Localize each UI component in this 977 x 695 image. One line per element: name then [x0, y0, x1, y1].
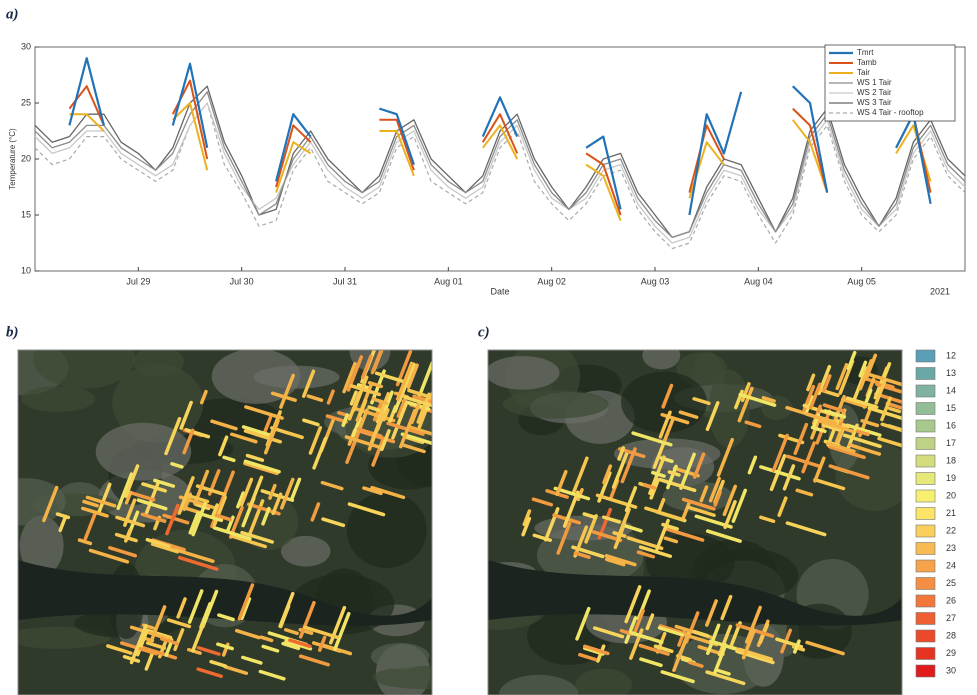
- colorbar-label: 25: [946, 578, 956, 588]
- colorbar-swatch: [916, 578, 935, 590]
- legend-label: Tamb: [857, 58, 877, 67]
- colorbar-label: 26: [946, 595, 956, 605]
- colorbar-label: 30: [946, 665, 956, 675]
- colorbar-label: 23: [946, 543, 956, 553]
- colorbar-label: 14: [946, 385, 956, 395]
- colorbar-swatch: [916, 403, 935, 415]
- y-axis-label: Temperature (°C): [8, 128, 17, 190]
- legend-label: Tair: [857, 68, 870, 77]
- x-tick-label: Aug 02: [537, 276, 566, 286]
- terrain: [21, 386, 95, 412]
- terrain: [254, 366, 340, 389]
- x-tick-label: Aug 05: [847, 276, 876, 286]
- terrain: [371, 643, 430, 669]
- legend-label: Tmrt: [857, 48, 874, 57]
- terrain: [347, 492, 427, 568]
- colorbar-swatch: [916, 560, 935, 572]
- terrain: [96, 423, 192, 481]
- colorbar-label: 24: [946, 560, 956, 570]
- x-tick-label: Jul 31: [333, 276, 357, 286]
- colorbar-swatch: [916, 648, 935, 660]
- colorbar-label: 19: [946, 473, 956, 483]
- colorbar-swatch: [916, 420, 935, 432]
- colorbar-label: 27: [946, 613, 956, 623]
- colorbar-label: 22: [946, 525, 956, 535]
- colorbar-swatch: [916, 350, 935, 362]
- colorbar-swatch: [916, 368, 935, 380]
- terrain: [372, 666, 476, 689]
- colorbar-label: 18: [946, 455, 956, 465]
- colorbar-swatch: [916, 595, 935, 607]
- figure: a) b) c) 10 15 20 25 30 Jul 29 Jul 30 Jul 31 Aug…: [0, 0, 977, 695]
- legend-label: WS 1 Tair: [857, 78, 892, 87]
- terrain: [642, 341, 680, 369]
- colorbar-label: 28: [946, 630, 956, 640]
- x-tick-label: Aug 03: [641, 276, 670, 286]
- colorbar-label: 21: [946, 508, 956, 518]
- colorbar-swatch: [916, 455, 935, 467]
- colorbar-swatch: [916, 525, 935, 537]
- colorbar-swatch: [916, 665, 935, 677]
- x-axis-label: Date: [490, 286, 509, 296]
- colorbar-label: 20: [946, 490, 956, 500]
- x-year-label: 2021: [930, 286, 950, 296]
- x-tick-label: Jul 30: [230, 276, 254, 286]
- y-tick-label: 25: [21, 97, 31, 107]
- y-tick-label: 15: [21, 209, 31, 219]
- colorbar-swatch: [916, 473, 935, 485]
- colorbar-label: 12: [946, 350, 956, 360]
- colorbar-swatch: [916, 613, 935, 625]
- panel-label: a): [6, 6, 19, 22]
- colorbar-label: 13: [946, 368, 956, 378]
- colorbar-swatch: [916, 508, 935, 520]
- map: [451, 341, 921, 695]
- legend-label: WS 3 Tair: [857, 98, 892, 107]
- map: [0, 329, 477, 695]
- colorbar-label: 16: [946, 420, 956, 430]
- colorbar-label: 29: [946, 648, 956, 658]
- x-tick-label: Aug 04: [744, 276, 773, 286]
- colorbar-swatch: [916, 385, 935, 397]
- x-tick-label: Aug 01: [434, 276, 463, 286]
- panel-label: c): [478, 324, 490, 340]
- y-tick-label: 10: [21, 265, 31, 275]
- colorbar-label: 17: [946, 438, 956, 448]
- legend-label: WS 2 Tair: [857, 88, 892, 97]
- colorbar-swatch: [916, 490, 935, 502]
- legend-label: WS 4 Tair - rooftop: [857, 108, 924, 117]
- terrain: [486, 356, 560, 390]
- y-tick-label: 20: [21, 153, 31, 163]
- x-tick-label: Jul 29: [126, 276, 150, 286]
- terrain: [503, 390, 609, 418]
- y-tick-label: 30: [21, 41, 31, 51]
- colorbar-label: 15: [946, 403, 956, 413]
- colorbar-swatch: [916, 438, 935, 450]
- colorbar-swatch: [916, 630, 935, 642]
- terrain: [33, 329, 135, 389]
- panel-label: b): [6, 324, 19, 340]
- colorbar-swatch: [916, 543, 935, 555]
